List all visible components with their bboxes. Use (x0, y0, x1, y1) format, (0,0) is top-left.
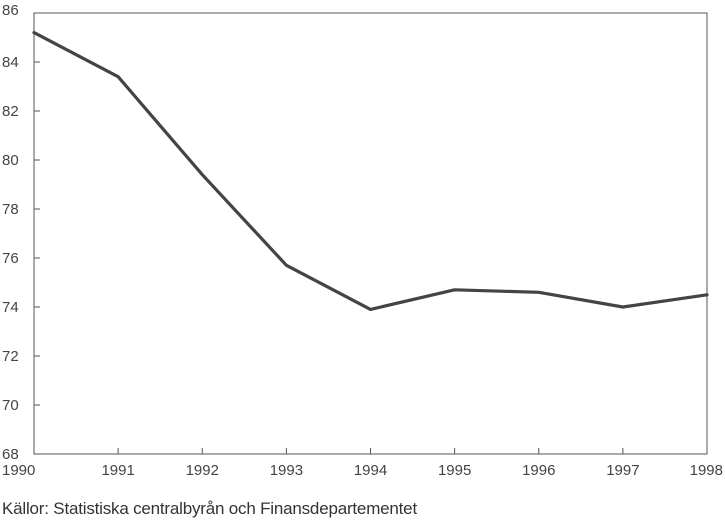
x-tick-label: 1993 (270, 462, 303, 479)
x-tick-label: 1996 (522, 462, 555, 479)
y-tick-label: 76 (2, 250, 19, 267)
x-tick-label: 1990 (2, 462, 35, 479)
y-tick-label: 82 (2, 103, 19, 120)
plot-frame (33, 12, 708, 455)
y-tick-label: 70 (2, 397, 19, 414)
y-tick-label: 80 (2, 152, 19, 169)
y-tick-label: 78 (2, 201, 19, 218)
x-tick-label: 1994 (354, 462, 387, 479)
source-note: Källor: Statistiska centralbyrån och Fin… (2, 499, 417, 518)
series-line (32, 30, 709, 311)
series-layer (32, 30, 709, 311)
y-axis: 68 70 72 74 76 78 80 82 84 86 (2, 2, 40, 463)
x-tick-label: 1998 (690, 462, 723, 479)
y-tick-label: 68 (2, 446, 19, 463)
y-tick-label: 72 (2, 348, 19, 365)
y-tick-label: 86 (2, 2, 19, 19)
y-tick-label: 74 (2, 299, 19, 316)
x-tick-label: 1991 (101, 462, 134, 479)
x-tick-label: 1995 (438, 462, 471, 479)
y-tick-label: 84 (2, 54, 19, 71)
x-axis: 1990 1991 1992 1993 1994 1995 1996 1997 1998 (2, 448, 723, 479)
x-tick-label: 1997 (606, 462, 639, 479)
x-tick-label: 1992 (186, 462, 219, 479)
